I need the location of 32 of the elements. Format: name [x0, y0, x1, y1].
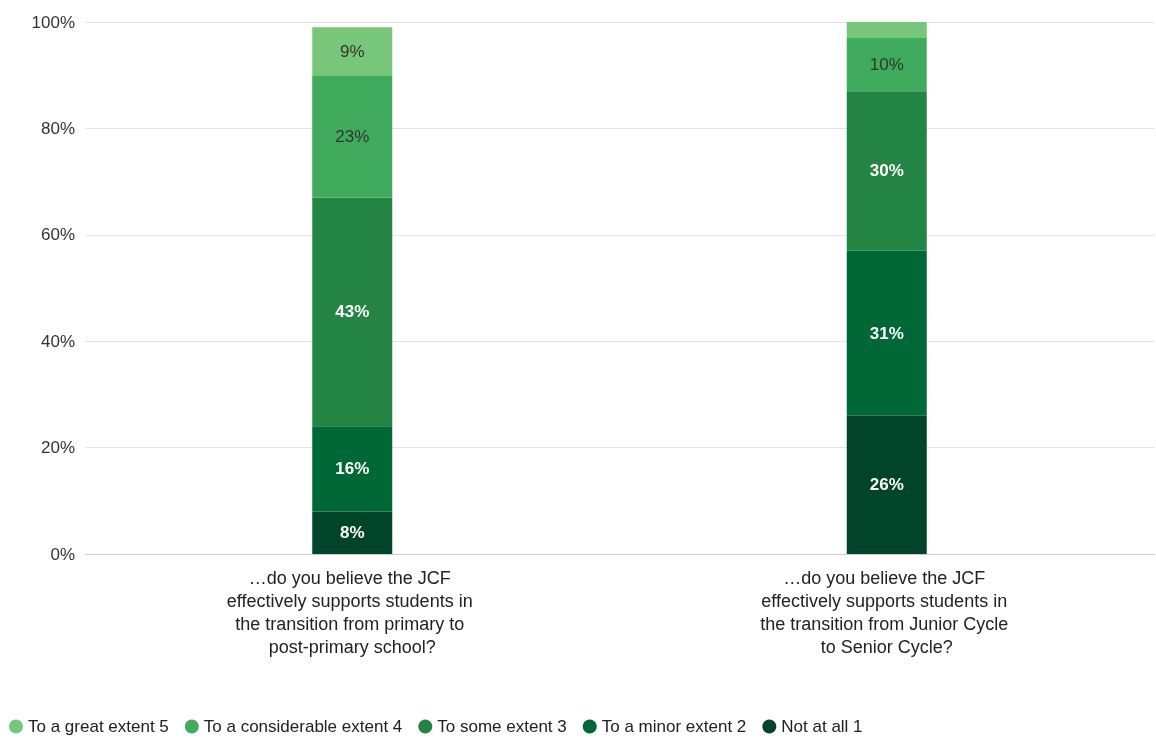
legend-label: To a considerable extent 4 — [203, 717, 403, 736]
legend-label: To a great extent 5 — [28, 717, 169, 736]
data-label: 43% — [335, 302, 370, 322]
data-label: 9% — [339, 41, 365, 61]
data-label: 30% — [869, 161, 904, 181]
y-tick-label: 60% — [40, 225, 75, 245]
bar — [846, 91, 927, 251]
bar — [312, 511, 393, 554]
y-tick-label: 40% — [40, 331, 75, 351]
bar — [312, 75, 393, 198]
legend-label: To some extent 3 — [437, 717, 567, 736]
bar — [846, 22, 927, 38]
bar — [312, 426, 393, 512]
x-tick-label: …do you believe the JCF effectively supports students in the transition from Junior Cycle to Senior Cycle? — [760, 567, 1014, 657]
legend-label: To a minor extent 2 — [601, 717, 747, 736]
data-label: 8% — [339, 523, 365, 543]
data-label: 16% — [335, 459, 370, 479]
data-label: 23% — [335, 126, 370, 146]
data-label: 10% — [869, 55, 904, 75]
y-tick-label: 80% — [40, 118, 75, 138]
bar — [846, 250, 927, 416]
y-tick-label: 0% — [50, 544, 75, 564]
data-label: 31% — [869, 323, 904, 343]
bar — [312, 197, 393, 427]
x-tick-label: …do you believe the JCF effectively supports students in the transition from primary to post-primary school? — [226, 567, 478, 657]
bar — [846, 37, 927, 92]
legend-label: Not at all 1 — [781, 717, 863, 736]
data-label: 26% — [869, 475, 904, 495]
y-tick-label: 20% — [40, 438, 75, 458]
bar — [846, 415, 927, 554]
y-tick-label: 100% — [31, 12, 75, 32]
bar — [312, 27, 393, 76]
